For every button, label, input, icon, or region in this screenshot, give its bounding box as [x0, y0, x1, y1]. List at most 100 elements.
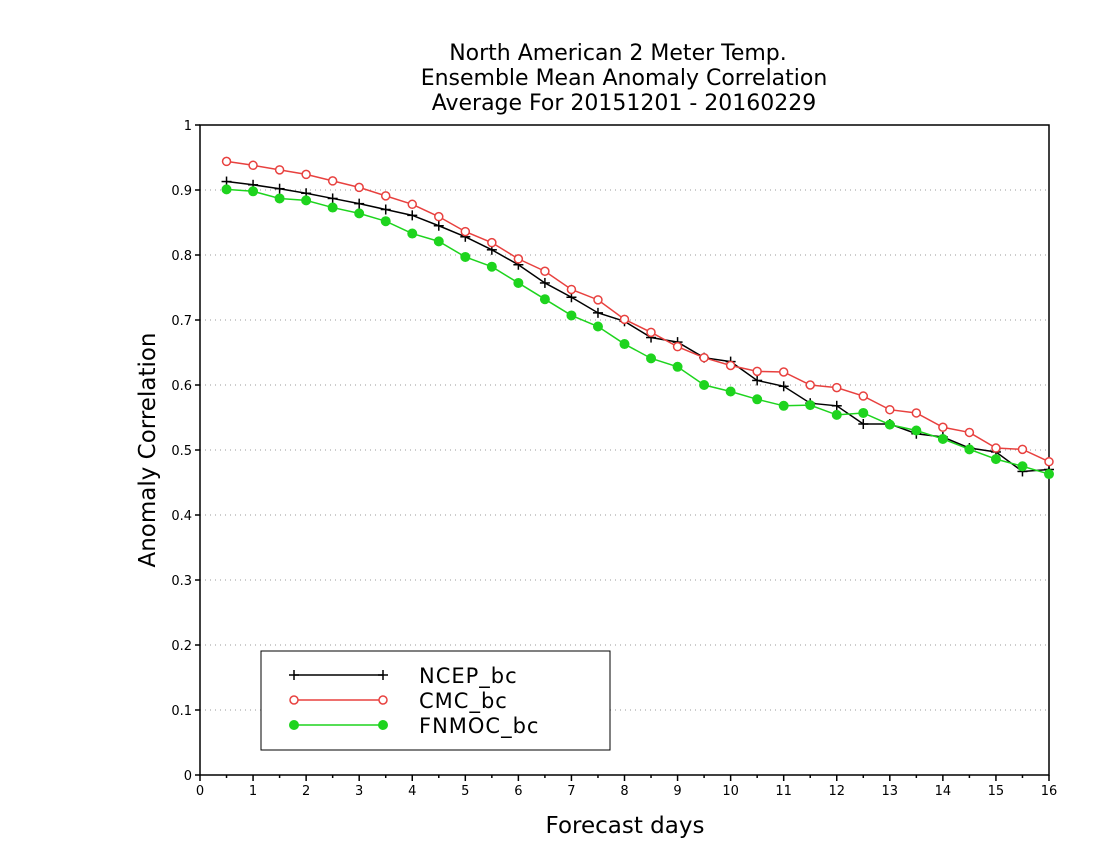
legend-marker-NCEP_bc-end: [378, 670, 388, 680]
data-point-FNMOC_bc-7: [407, 228, 418, 239]
legend-label-NCEP_bc: NCEP_bc: [419, 664, 518, 689]
data-point-NCEP_bc-14: [592, 307, 603, 318]
data-point-FNMOC_bc-13: [566, 310, 577, 321]
data-point-NCEP_bc-7: [407, 210, 418, 221]
x-tick-label-16: 16: [1041, 784, 1058, 799]
y-tick-label-5: 0.5: [171, 444, 192, 459]
x-tick-label-14: 14: [935, 784, 952, 799]
data-point-FNMOC_bc-15: [619, 339, 630, 350]
grid-layer: [200, 189, 1049, 711]
data-point-FNMOC_bc-23: [831, 409, 842, 420]
data-point-FNMOC_bc-26: [911, 425, 922, 436]
data-point-FNMOC_bc-29: [990, 454, 1001, 465]
data-point-NCEP_bc-21: [778, 381, 789, 392]
y-tick-label-9: 0.9: [171, 184, 192, 199]
data-point-NCEP_bc-8: [433, 220, 444, 231]
x-tick-label-10: 10: [722, 784, 739, 799]
data-point-CMC_bc-0: [221, 156, 232, 167]
data-point-CMC_bc-2: [274, 165, 285, 175]
data-point-NCEP_bc-5: [354, 198, 365, 209]
x-tick-label-5: 5: [461, 784, 469, 799]
x-tick-label-15: 15: [988, 784, 1005, 799]
data-point-CMC_bc-26: [911, 408, 922, 418]
data-point-FNMOC_bc-31: [1044, 469, 1054, 480]
legend-entry-CMC_bc: CMC_bc: [289, 689, 508, 714]
y-tick-label-7: 0.7: [171, 314, 192, 329]
data-point-FNMOC_bc-6: [380, 216, 391, 227]
data-point-FNMOC_bc-28: [964, 444, 975, 455]
data-point-CMC_bc-16: [646, 327, 656, 338]
x-tick-label-13: 13: [882, 784, 899, 799]
data-point-FNMOC_bc-20: [752, 394, 763, 405]
data-point-NCEP_bc-23: [831, 400, 842, 411]
data-point-CMC_bc-10: [487, 237, 497, 248]
chart-title-line-1: North American 2 Meter Temp.: [449, 41, 787, 66]
data-point-CMC_bc-13: [566, 284, 577, 295]
x-tick-label-8: 8: [620, 784, 628, 799]
data-point-FNMOC_bc-21: [778, 400, 789, 411]
data-point-FNMOC_bc-16: [646, 353, 657, 364]
series-CMC_bc: [221, 156, 1054, 467]
data-point-CMC_bc-14: [593, 295, 603, 305]
data-point-FNMOC_bc-30: [1017, 461, 1028, 472]
data-point-CMC_bc-3: [301, 169, 311, 180]
x-tick-label-0: 0: [196, 784, 204, 799]
data-point-NCEP_bc-6: [380, 204, 391, 215]
data-point-CMC_bc-31: [1044, 456, 1054, 467]
data-point-CMC_bc-6: [380, 191, 391, 201]
chart-title-line-3: Average For 20151201 - 20160229: [432, 91, 817, 116]
data-point-CMC_bc-12: [540, 266, 550, 276]
data-point-FNMOC_bc-25: [884, 419, 895, 430]
legend-label-CMC_bc: CMC_bc: [419, 689, 508, 714]
chart-title-line-2: Ensemble Mean Anomaly Correlation: [421, 66, 828, 91]
data-point-FNMOC_bc-27: [937, 433, 948, 444]
x-tick-label-9: 9: [673, 784, 681, 799]
legend-marker-NCEP_bc-start: [289, 670, 299, 680]
chart-title: North American 2 Meter Temp. Ensemble Me…: [421, 41, 828, 116]
data-point-FNMOC_bc-3: [301, 195, 312, 206]
legend-marker-FNMOC_bc-end: [378, 720, 388, 730]
data-point-CMC_bc-18: [699, 352, 709, 363]
data-point-FNMOC_bc-1: [248, 186, 259, 197]
y-tick-label-6: 0.6: [171, 379, 192, 394]
legend-marker-CMC_bc-end: [378, 695, 388, 705]
data-point-CMC_bc-9: [460, 226, 471, 237]
legend-label-FNMOC_bc: FNMOC_bc: [419, 714, 539, 739]
legend-marker-FNMOC_bc-start: [289, 720, 299, 730]
x-tick-label-7: 7: [567, 784, 575, 799]
data-point-CMC_bc-7: [407, 199, 417, 210]
data-point-FNMOC_bc-24: [858, 407, 869, 418]
data-point-CMC_bc-15: [619, 314, 630, 325]
data-point-CMC_bc-25: [885, 404, 895, 415]
series-layer: [221, 156, 1054, 480]
data-point-CMC_bc-27: [938, 422, 948, 432]
y-tick-label-8: 0.8: [171, 249, 192, 264]
data-point-FNMOC_bc-10: [486, 261, 497, 272]
series-line-CMC_bc: [226, 160, 1050, 463]
axes-layer: 00.10.20.30.40.50.60.70.80.910 1 2 3 4 5 6 7 8 9 1…: [171, 119, 1057, 799]
x-tick-label-11: 11: [775, 784, 792, 799]
y-tick-label-0: 0: [184, 769, 192, 784]
data-point-CMC_bc-4: [327, 176, 338, 186]
legend-marker-CMC_bc-start: [289, 695, 299, 705]
data-point-NCEP_bc-24: [858, 419, 869, 429]
data-point-NCEP_bc-20: [752, 375, 763, 386]
data-point-FNMOC_bc-17: [672, 361, 683, 372]
data-point-CMC_bc-1: [248, 160, 258, 171]
data-point-CMC_bc-24: [858, 391, 869, 401]
x-tick-label-4: 4: [408, 784, 416, 799]
data-point-FNMOC_bc-8: [433, 236, 444, 247]
data-point-FNMOC_bc-5: [354, 208, 365, 219]
data-point-FNMOC_bc-18: [699, 380, 710, 390]
y-tick-label-3: 0.3: [171, 574, 192, 589]
x-axis-label: Forecast days: [546, 813, 705, 839]
y-tick-label-2: 0.2: [171, 639, 192, 654]
data-point-CMC_bc-21: [778, 367, 789, 377]
data-point-CMC_bc-29: [991, 443, 1001, 453]
data-point-FNMOC_bc-19: [725, 386, 736, 397]
data-point-CMC_bc-8: [434, 211, 444, 222]
data-point-CMC_bc-17: [672, 341, 683, 352]
